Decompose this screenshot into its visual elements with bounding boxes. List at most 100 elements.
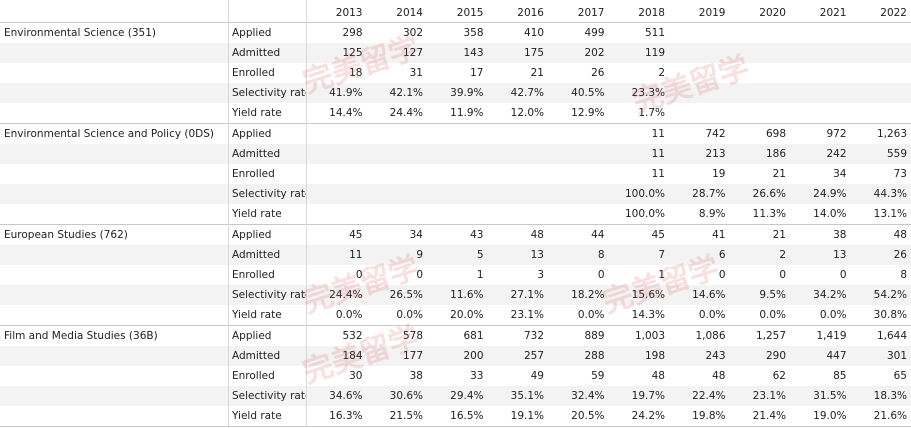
metric-label: Applied: [232, 229, 272, 241]
value-cell: 127: [402, 47, 423, 59]
value-cell: 26: [591, 67, 605, 79]
table-row: Environmental Science (351) Applied 298 302…: [0, 23, 911, 43]
value-cell: 48: [712, 370, 726, 382]
value-cell: 11: [651, 148, 665, 160]
group-separator: [0, 426, 911, 427]
value-cell: 38: [833, 229, 847, 241]
value-cell: 1: [476, 269, 484, 281]
value-cell: 23.1%: [752, 390, 786, 402]
value-cell: 21: [772, 229, 786, 241]
value-cell: 42.1%: [389, 87, 423, 99]
value-cell: 28.7%: [692, 188, 726, 200]
value-cell: 242: [826, 148, 847, 160]
value-cell: 0: [839, 269, 847, 281]
value-cell: 27.1%: [510, 289, 544, 301]
value-cell: 24.4%: [329, 289, 363, 301]
value-cell: 1,644: [876, 330, 907, 342]
value-cell: 511: [644, 27, 665, 39]
year-header: 2013: [335, 7, 363, 19]
value-cell: 12.9%: [571, 107, 605, 119]
year-header: 2021: [819, 7, 847, 19]
year-header: 2020: [759, 7, 786, 19]
value-cell: 0: [416, 269, 423, 281]
value-cell: 34.2%: [813, 289, 847, 301]
value-cell: 302: [402, 27, 423, 39]
value-cell: 24.9%: [813, 188, 847, 200]
value-cell: 410: [523, 27, 544, 39]
header-row: 2013 2014 2015 2016 2017 2018 2019 2020 2021 2022: [0, 0, 911, 22]
value-cell: 0: [779, 269, 786, 281]
value-cell: 202: [584, 47, 605, 59]
table-row: Enrolled 18 31 17 21 26 2: [0, 63, 911, 83]
value-cell: 0.0%: [698, 309, 726, 321]
value-cell: 34.6%: [329, 390, 363, 402]
value-cell: 1,257: [755, 330, 786, 342]
value-cell: 2: [779, 249, 786, 261]
value-cell: 85: [833, 370, 847, 382]
table-row: Enrolled 30 38 33 49 59 48 48 62 85 65: [0, 366, 911, 386]
table-row: European Studies (762) Applied 45 34 43 48 44 4…: [0, 225, 911, 245]
value-cell: 11: [349, 249, 363, 261]
value-cell: 13: [833, 249, 847, 261]
value-cell: 1,419: [816, 330, 847, 342]
value-cell: 14.0%: [813, 208, 847, 220]
value-cell: 18.2%: [571, 289, 605, 301]
program-name: Environmental Science and Policy (0DS): [4, 128, 215, 140]
value-cell: 44: [591, 229, 605, 241]
value-cell: 125: [342, 47, 363, 59]
metric-label: Selectivity rate: [232, 87, 306, 99]
value-cell: 65: [893, 370, 907, 382]
metric-label: Admitted: [232, 148, 281, 160]
value-cell: 681: [463, 330, 484, 342]
value-cell: 0: [718, 269, 726, 281]
value-cell: 184: [342, 350, 363, 362]
value-cell: 8.9%: [698, 208, 726, 220]
value-cell: 243: [705, 350, 726, 362]
value-cell: 31: [409, 67, 423, 79]
value-cell: 1: [658, 269, 665, 281]
value-cell: 45: [349, 229, 363, 241]
value-cell: 54.2%: [873, 289, 907, 301]
metric-label: Enrolled: [232, 67, 275, 79]
value-cell: 35.1%: [510, 390, 544, 402]
value-cell: 24.2%: [631, 410, 665, 422]
year-header: 2016: [517, 7, 544, 19]
value-cell: 0: [355, 269, 363, 281]
table-row: Yield rate 100.0% 8.9% 11.3% 14.0% 13.1%: [0, 204, 911, 224]
value-cell: 16.5%: [450, 410, 484, 422]
group-separator: [0, 224, 911, 225]
value-cell: 12.0%: [510, 107, 544, 119]
value-cell: 22.4%: [692, 390, 726, 402]
value-cell: 20.5%: [571, 410, 605, 422]
value-cell: 21.5%: [389, 410, 423, 422]
value-cell: 30.6%: [389, 390, 423, 402]
year-header: 2018: [638, 7, 665, 19]
value-cell: 30.8%: [873, 309, 907, 321]
value-cell: 186: [765, 148, 786, 160]
value-cell: 62: [772, 370, 786, 382]
value-cell: 1.7%: [638, 107, 665, 119]
program-name: Film and Media Studies (36B): [4, 330, 158, 342]
table-row: Selectivity rate 41.9% 42.1% 39.9% 42.7% 40.5…: [0, 83, 911, 103]
value-cell: 213: [705, 148, 726, 160]
value-cell: 532: [342, 330, 363, 342]
value-cell: 17: [470, 67, 484, 79]
value-cell: 23.1%: [510, 309, 544, 321]
value-cell: 20.0%: [450, 309, 484, 321]
value-cell: 200: [463, 350, 484, 362]
value-cell: 2: [658, 67, 665, 79]
metric-label: Selectivity rate: [232, 188, 306, 200]
value-cell: 18.3%: [873, 390, 907, 402]
value-cell: 0.0%: [759, 309, 786, 321]
value-cell: 42.7%: [510, 87, 544, 99]
value-cell: 30: [349, 370, 363, 382]
value-cell: 26: [893, 249, 907, 261]
value-cell: 288: [584, 350, 605, 362]
metric-label: Applied: [232, 330, 272, 342]
value-cell: 11: [651, 168, 665, 180]
year-header: 2019: [698, 7, 726, 19]
value-cell: 41.9%: [329, 87, 363, 99]
metric-label: Selectivity rate: [232, 390, 306, 402]
value-cell: 59: [591, 370, 605, 382]
